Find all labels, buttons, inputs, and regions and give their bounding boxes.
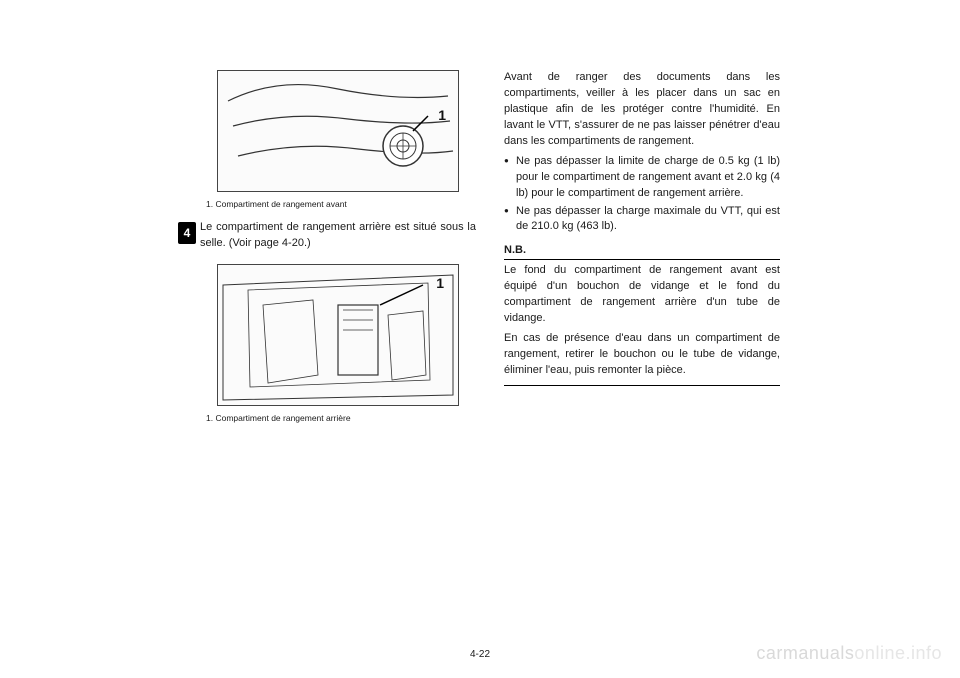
figure1-callout: 1	[438, 105, 446, 125]
bullet-item-2: Ne pas dépasser la charge maximale du VT…	[504, 204, 780, 236]
figure2-callout: 1	[436, 273, 444, 293]
figure2-illustration	[218, 265, 458, 405]
watermark-left: carmanuals	[756, 643, 854, 663]
right-paragraph-2: Le fond du compartiment de rangement ava…	[504, 263, 780, 327]
right-paragraph-3: En cas de présence d'eau dans un compart…	[504, 331, 780, 379]
page-content: 1 1. Compartiment de rangement avant Le …	[200, 70, 780, 630]
figure2-caption: 1. Compartiment de rangement arrière	[206, 412, 476, 424]
watermark-right: online.info	[854, 643, 942, 663]
nb-label: N.B.	[504, 243, 529, 259]
figure-front-compartment: 1	[217, 70, 459, 192]
left-paragraph-1: Le compartiment de rangement arrière est…	[200, 220, 476, 252]
figure-rear-compartment: 1	[217, 264, 459, 406]
spacer	[200, 256, 476, 264]
figure1-illustration	[218, 71, 458, 191]
bullet-item-1: Ne pas dépasser la limite de charge de 0…	[504, 154, 780, 202]
right-column: Avant de ranger des documents dans les c…	[504, 70, 780, 630]
figure1-caption: 1. Compartiment de rangement avant	[206, 198, 476, 210]
section-end-rule	[504, 385, 780, 387]
watermark: carmanualsonline.info	[756, 643, 942, 664]
nb-heading-line: N.B.	[504, 247, 780, 260]
load-limits-list: Ne pas dépasser la limite de charge de 0…	[504, 154, 780, 236]
chapter-tab: 4	[178, 222, 196, 244]
two-column-layout: 1 1. Compartiment de rangement avant Le …	[200, 70, 780, 630]
page-number: 4-22	[470, 649, 490, 660]
left-column: 1 1. Compartiment de rangement avant Le …	[200, 70, 476, 630]
right-paragraph-1: Avant de ranger des documents dans les c…	[504, 70, 780, 150]
